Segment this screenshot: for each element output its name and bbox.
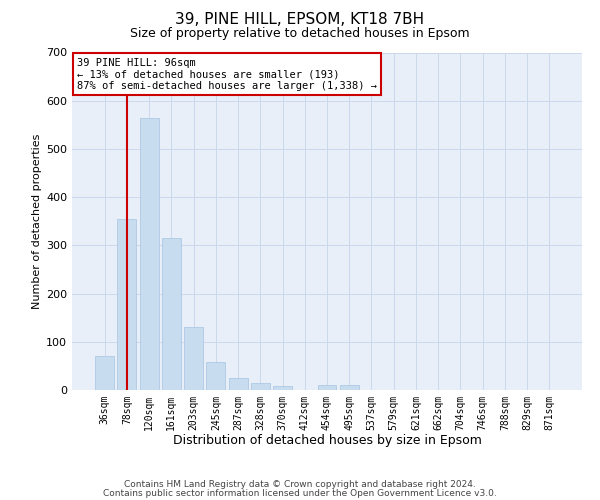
Bar bbox=[251, 383, 270, 390]
Bar bbox=[317, 385, 337, 390]
Bar bbox=[162, 238, 181, 390]
Bar bbox=[229, 378, 248, 390]
Bar bbox=[140, 118, 158, 390]
Text: 39 PINE HILL: 96sqm
← 13% of detached houses are smaller (193)
87% of semi-detac: 39 PINE HILL: 96sqm ← 13% of detached ho… bbox=[77, 58, 377, 91]
Text: Contains HM Land Registry data © Crown copyright and database right 2024.: Contains HM Land Registry data © Crown c… bbox=[124, 480, 476, 489]
Bar bbox=[273, 386, 292, 390]
Bar bbox=[184, 328, 203, 390]
Text: Contains public sector information licensed under the Open Government Licence v3: Contains public sector information licen… bbox=[103, 489, 497, 498]
Y-axis label: Number of detached properties: Number of detached properties bbox=[32, 134, 42, 309]
Bar bbox=[95, 356, 114, 390]
Text: Size of property relative to detached houses in Epsom: Size of property relative to detached ho… bbox=[130, 28, 470, 40]
Bar bbox=[118, 219, 136, 390]
X-axis label: Distribution of detached houses by size in Epsom: Distribution of detached houses by size … bbox=[173, 434, 481, 448]
Text: 39, PINE HILL, EPSOM, KT18 7BH: 39, PINE HILL, EPSOM, KT18 7BH bbox=[175, 12, 425, 28]
Bar bbox=[206, 362, 225, 390]
Bar bbox=[340, 385, 359, 390]
